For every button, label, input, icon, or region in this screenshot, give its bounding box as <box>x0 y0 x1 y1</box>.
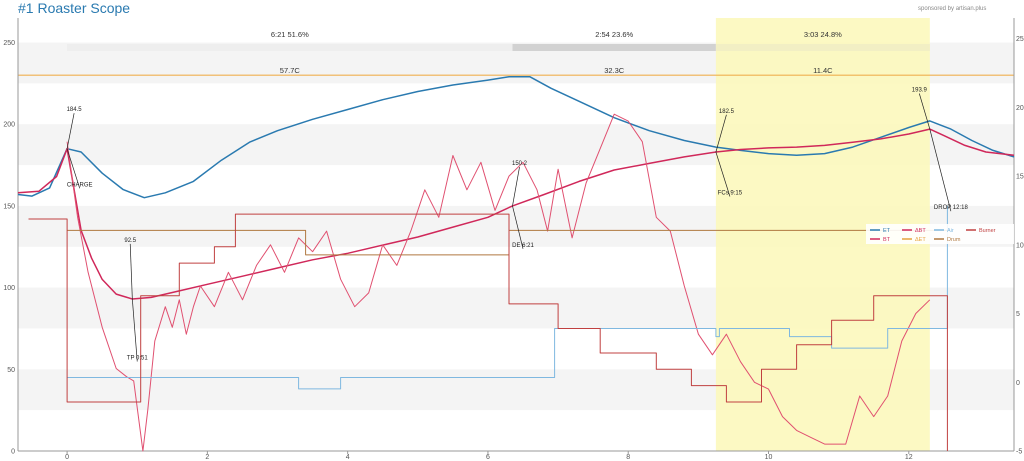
x-tick-label: 2 <box>205 454 209 461</box>
series-line-bt <box>17 128 1015 300</box>
y-right-tick-label: 5 <box>1016 311 1020 318</box>
annotation-leader <box>66 148 81 189</box>
legend-label: ΔBT <box>915 228 926 234</box>
annotation-label: 150.2 <box>512 161 528 167</box>
annotation-leader <box>129 243 133 300</box>
phase-temp-label: 57.7C <box>280 66 301 75</box>
annotation-label: 184.5 <box>67 107 83 113</box>
x-tick-label: 8 <box>626 454 630 461</box>
x-tick-label: 4 <box>346 454 350 461</box>
y-right-tick-label: 10 <box>1016 242 1024 249</box>
annotation-leader <box>131 299 138 362</box>
annotation-leader <box>918 93 931 130</box>
y-left-tick-label: 150 <box>3 203 15 210</box>
phase-bar <box>67 44 513 51</box>
annotation-leader <box>715 114 727 153</box>
legend-label: Air <box>947 228 954 234</box>
y-left-tick-label: 200 <box>3 122 15 129</box>
series-line-drum <box>67 229 948 256</box>
y-left-tick-label: 100 <box>3 285 15 292</box>
legend-label: Drum <box>947 237 961 243</box>
annotation-leader <box>512 166 520 206</box>
phase-temp-label: 32.3C <box>604 66 625 75</box>
annotation-leader <box>512 205 524 249</box>
annotation-label: 92.5 <box>124 238 136 244</box>
legend-label: ET <box>883 228 891 234</box>
annotation-leader <box>929 129 952 212</box>
series-line-dbt <box>66 113 931 452</box>
y-left-tick-label: 50 <box>7 367 15 374</box>
x-tick-label: 12 <box>905 454 913 461</box>
phase-bars: 6:21 51.6% 57.7C 2:54 23.6% 32.3C 3:03 24.8%… <box>67 30 930 75</box>
phase-bar <box>715 44 930 51</box>
page-title: #1 Roaster Scope <box>18 0 131 16</box>
sponsor-label: sponsored by artisan.plus <box>918 6 987 12</box>
series-line-burner <box>28 213 948 451</box>
phase-time-label: 3:03 24.8% <box>804 30 842 39</box>
series-line-air <box>67 205 948 390</box>
legend: ET BT ΔBT ΔET Air Drum Burner <box>866 224 1014 244</box>
annotation-label: 193.9 <box>912 88 928 94</box>
y-right-tick-label: 20 <box>1016 105 1024 112</box>
y-right-tick-label: 15 <box>1016 174 1024 181</box>
annotation-label: CHARGE <box>67 182 93 188</box>
annotation-leader <box>66 113 75 149</box>
legend-label: BT <box>883 237 891 243</box>
phase-time-label: 6:21 51.6% <box>271 30 309 39</box>
phase-time-label: 2:54 23.6% <box>595 30 633 39</box>
annotation-leader <box>715 151 731 197</box>
legend-label: ΔET <box>915 237 926 243</box>
series-lines <box>17 76 1015 452</box>
annotation-label: DROP 12:18 <box>934 205 969 211</box>
x-tick-label: 10 <box>765 454 773 461</box>
phase-temp-label: 11.4C <box>813 66 833 75</box>
annotation-label: 182.5 <box>719 109 735 115</box>
x-tick-label: 6 <box>486 454 490 461</box>
x-tick-label: 0 <box>65 454 69 461</box>
y-right-tick-label: -5 <box>1016 449 1022 456</box>
y-left-tick-label: 0 <box>11 449 15 456</box>
y-right-tick-label: 25 <box>1016 36 1024 43</box>
annotations: 184.5 CHARGE 92.5 TP 0:51 150.2 DE 6:21 182.5 F… <box>66 88 969 362</box>
y-left-tick-label: 250 <box>3 40 15 47</box>
y-right-tick-label: 0 <box>1016 380 1020 387</box>
legend-label: Burner <box>979 228 996 234</box>
annotation-label: DE 6:21 <box>512 243 534 249</box>
annotation-label: FCs 9:15 <box>718 190 743 196</box>
annotation-label: TP 0:51 <box>127 355 149 361</box>
phase-bar <box>512 44 716 51</box>
